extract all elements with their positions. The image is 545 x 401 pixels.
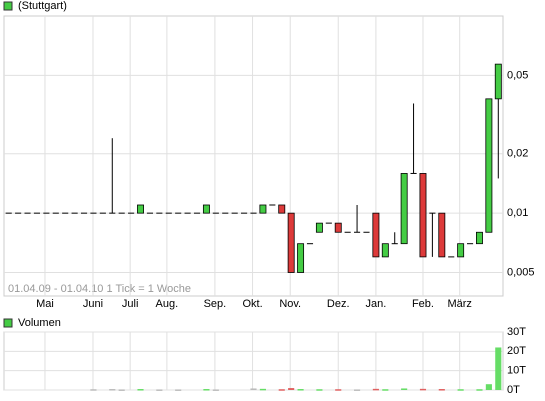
candle-body [485,98,493,233]
volume-bar [495,347,502,390]
volume-bar [382,389,389,391]
candle-body [419,173,427,258]
candle-body [400,173,408,245]
volume-bar [297,389,304,391]
legend-label: Volumen [18,317,61,329]
candle-body [438,212,446,258]
volume-bar [156,389,163,391]
candle-body [202,204,210,214]
x-tick-label: Juni [83,298,103,310]
candle-body [287,212,295,273]
volume-bar [137,389,144,391]
x-tick-label: Jan. [365,298,386,310]
volume-bar [335,389,342,391]
y-tick-label: 30T [507,326,526,338]
candle-body [278,204,286,214]
footnote: 01.04.09 - 01.04.10 1 Tick = 1 Woche [8,283,191,295]
volume-bar [401,388,408,390]
legend-swatch [3,318,13,328]
candle-body [297,243,305,273]
candle-body [381,243,389,258]
x-tick-label: Juli [122,298,139,310]
x-tick-label: Dez. [327,298,350,310]
volume-bar [438,389,445,391]
volume-bar [476,389,483,391]
x-tick-label: Aug. [156,298,179,310]
volume-bar [372,388,379,391]
candle-body [372,212,380,258]
x-tick-label: Nov. [279,298,301,310]
volume-frame [3,331,504,391]
volume-bar [485,384,492,390]
volume-bar [90,389,97,391]
x-tick-label: März [447,298,471,310]
candle-body [476,231,483,245]
candle-body [334,222,342,233]
y-tick-label: 0,01 [507,207,528,219]
candle-body [259,204,267,214]
volume-bar [203,389,210,391]
y-tick-label: 20T [507,345,526,357]
volume-bar [457,389,464,391]
volume-bar [288,388,295,390]
y-tick-label: 0T [507,384,520,396]
candle-body [457,243,465,258]
volume-bar [175,389,182,391]
price-frame [3,15,504,297]
x-tick-label: Sep. [204,298,227,310]
volume-bar [118,389,125,391]
x-tick-label: Okt. [242,298,262,310]
x-tick-label: Mai [36,298,54,310]
legend-swatch [3,1,13,11]
volume-bar [250,388,257,390]
y-tick-label: 0,005 [507,266,535,278]
candle-body [494,63,502,100]
candle-body [137,204,144,214]
volume-bar [354,389,361,391]
y-tick-label: 0,02 [507,148,528,160]
volume-bar [419,388,427,391]
volume-bar [109,389,116,391]
volume-bar [212,389,219,391]
y-tick-label: 0,05 [507,69,528,81]
legend-label: (Stuttgart) [18,0,67,12]
volume-bar [259,388,266,391]
volume-bar [278,389,285,391]
candle-body [315,222,323,233]
y-tick-label: 10T [507,365,526,377]
volume-bar [316,389,323,391]
x-tick-label: Feb. [412,298,434,310]
